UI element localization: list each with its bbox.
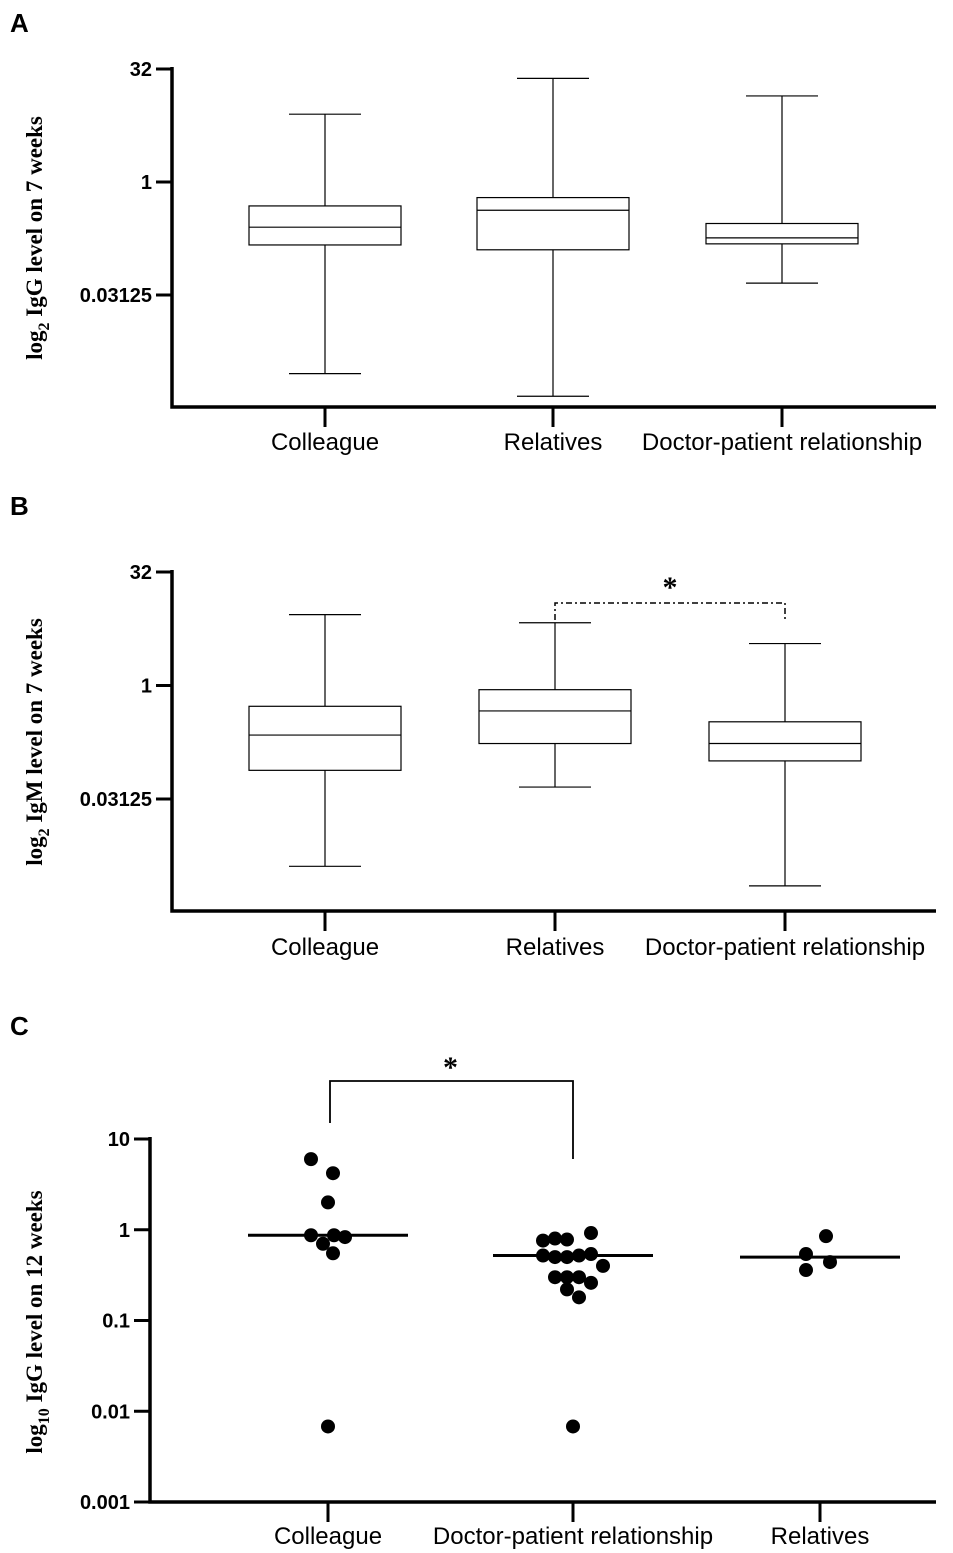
data-point [338,1230,352,1245]
y-axis-label-log: log [22,1424,47,1454]
x-tick-label: Colleague [274,1523,382,1550]
y-axis-label-text: IgG level on 12 weeks [22,1190,47,1408]
data-point [799,1247,813,1262]
y-tick-label: 0.03125 [80,789,152,811]
data-point [799,1263,813,1278]
significance-bracket [329,1080,574,1159]
y-axis-label-log: log [22,836,47,866]
data-point [548,1231,562,1246]
y-axis-label-text: IgM level on 7 weeks [22,618,47,828]
data-point [560,1250,574,1265]
data-point [321,1419,335,1434]
x-tick-label: Doctor-patient relationship [433,1523,713,1550]
box [248,205,402,246]
y-tick-label: 0.03125 [80,285,152,307]
y-axis-label: log2 IgM level on 7 weeks [22,618,53,866]
data-point [304,1152,318,1167]
data-point [572,1270,586,1285]
box [708,721,862,762]
y-axis-label: log10 IgG level on 12 weeks [22,1190,53,1453]
y-tick-label: 0.001 [80,1492,130,1514]
data-point [584,1275,598,1290]
significance-star: * [663,571,678,604]
box [476,196,630,251]
y-tick-label: 0.01 [91,1401,130,1423]
axes [148,1137,936,1504]
y-tick-label: 32 [130,59,152,81]
data-point [326,1246,340,1261]
data-point [560,1282,574,1297]
data-point [596,1258,610,1273]
y-tick-label: 1 [119,1220,130,1242]
axes [170,67,936,409]
panel-letter: C [10,1011,29,1041]
x-tick-label: Doctor-patient relationship [645,934,925,961]
data-point [316,1236,330,1251]
data-point [823,1255,837,1270]
data-point [584,1226,598,1241]
data-point [560,1270,574,1285]
y-axis-label-log: log [22,330,47,360]
data-point [326,1166,340,1181]
significance-star: * [443,1051,458,1084]
x-tick-label: Relatives [771,1523,870,1550]
data-point [819,1229,833,1244]
y-tick-label: 1 [141,676,152,698]
panel-letter: B [10,491,29,521]
data-point [536,1233,550,1248]
y-axis-label-base: 2 [36,828,53,836]
significance-bracket [554,602,786,620]
data-point [548,1270,562,1285]
box [478,689,632,745]
x-tick-label: Doctor-patient relationship [642,429,922,456]
y-tick-label: 0.1 [102,1311,130,1333]
data-point [560,1232,574,1247]
data-point [572,1290,586,1305]
axes [170,570,936,913]
panel-letter: A [10,8,29,38]
y-axis-label-text: IgG level on 7 weeks [22,116,47,322]
y-axis-label-base: 2 [36,322,53,330]
y-axis-label-base: 10 [36,1408,53,1424]
data-point [566,1419,580,1434]
y-axis-label: log2 IgG level on 7 weeks [22,116,53,360]
x-tick-label: Relatives [506,934,605,961]
x-tick-label: Relatives [504,429,603,456]
y-tick-label: 1 [141,172,152,194]
x-tick-label: Colleague [271,429,379,456]
y-tick-label: 10 [108,1129,130,1151]
box [705,222,859,245]
data-point [321,1195,335,1210]
y-tick-label: 32 [130,562,152,584]
x-tick-label: Colleague [271,934,379,961]
box [248,705,402,771]
data-point [548,1250,562,1265]
